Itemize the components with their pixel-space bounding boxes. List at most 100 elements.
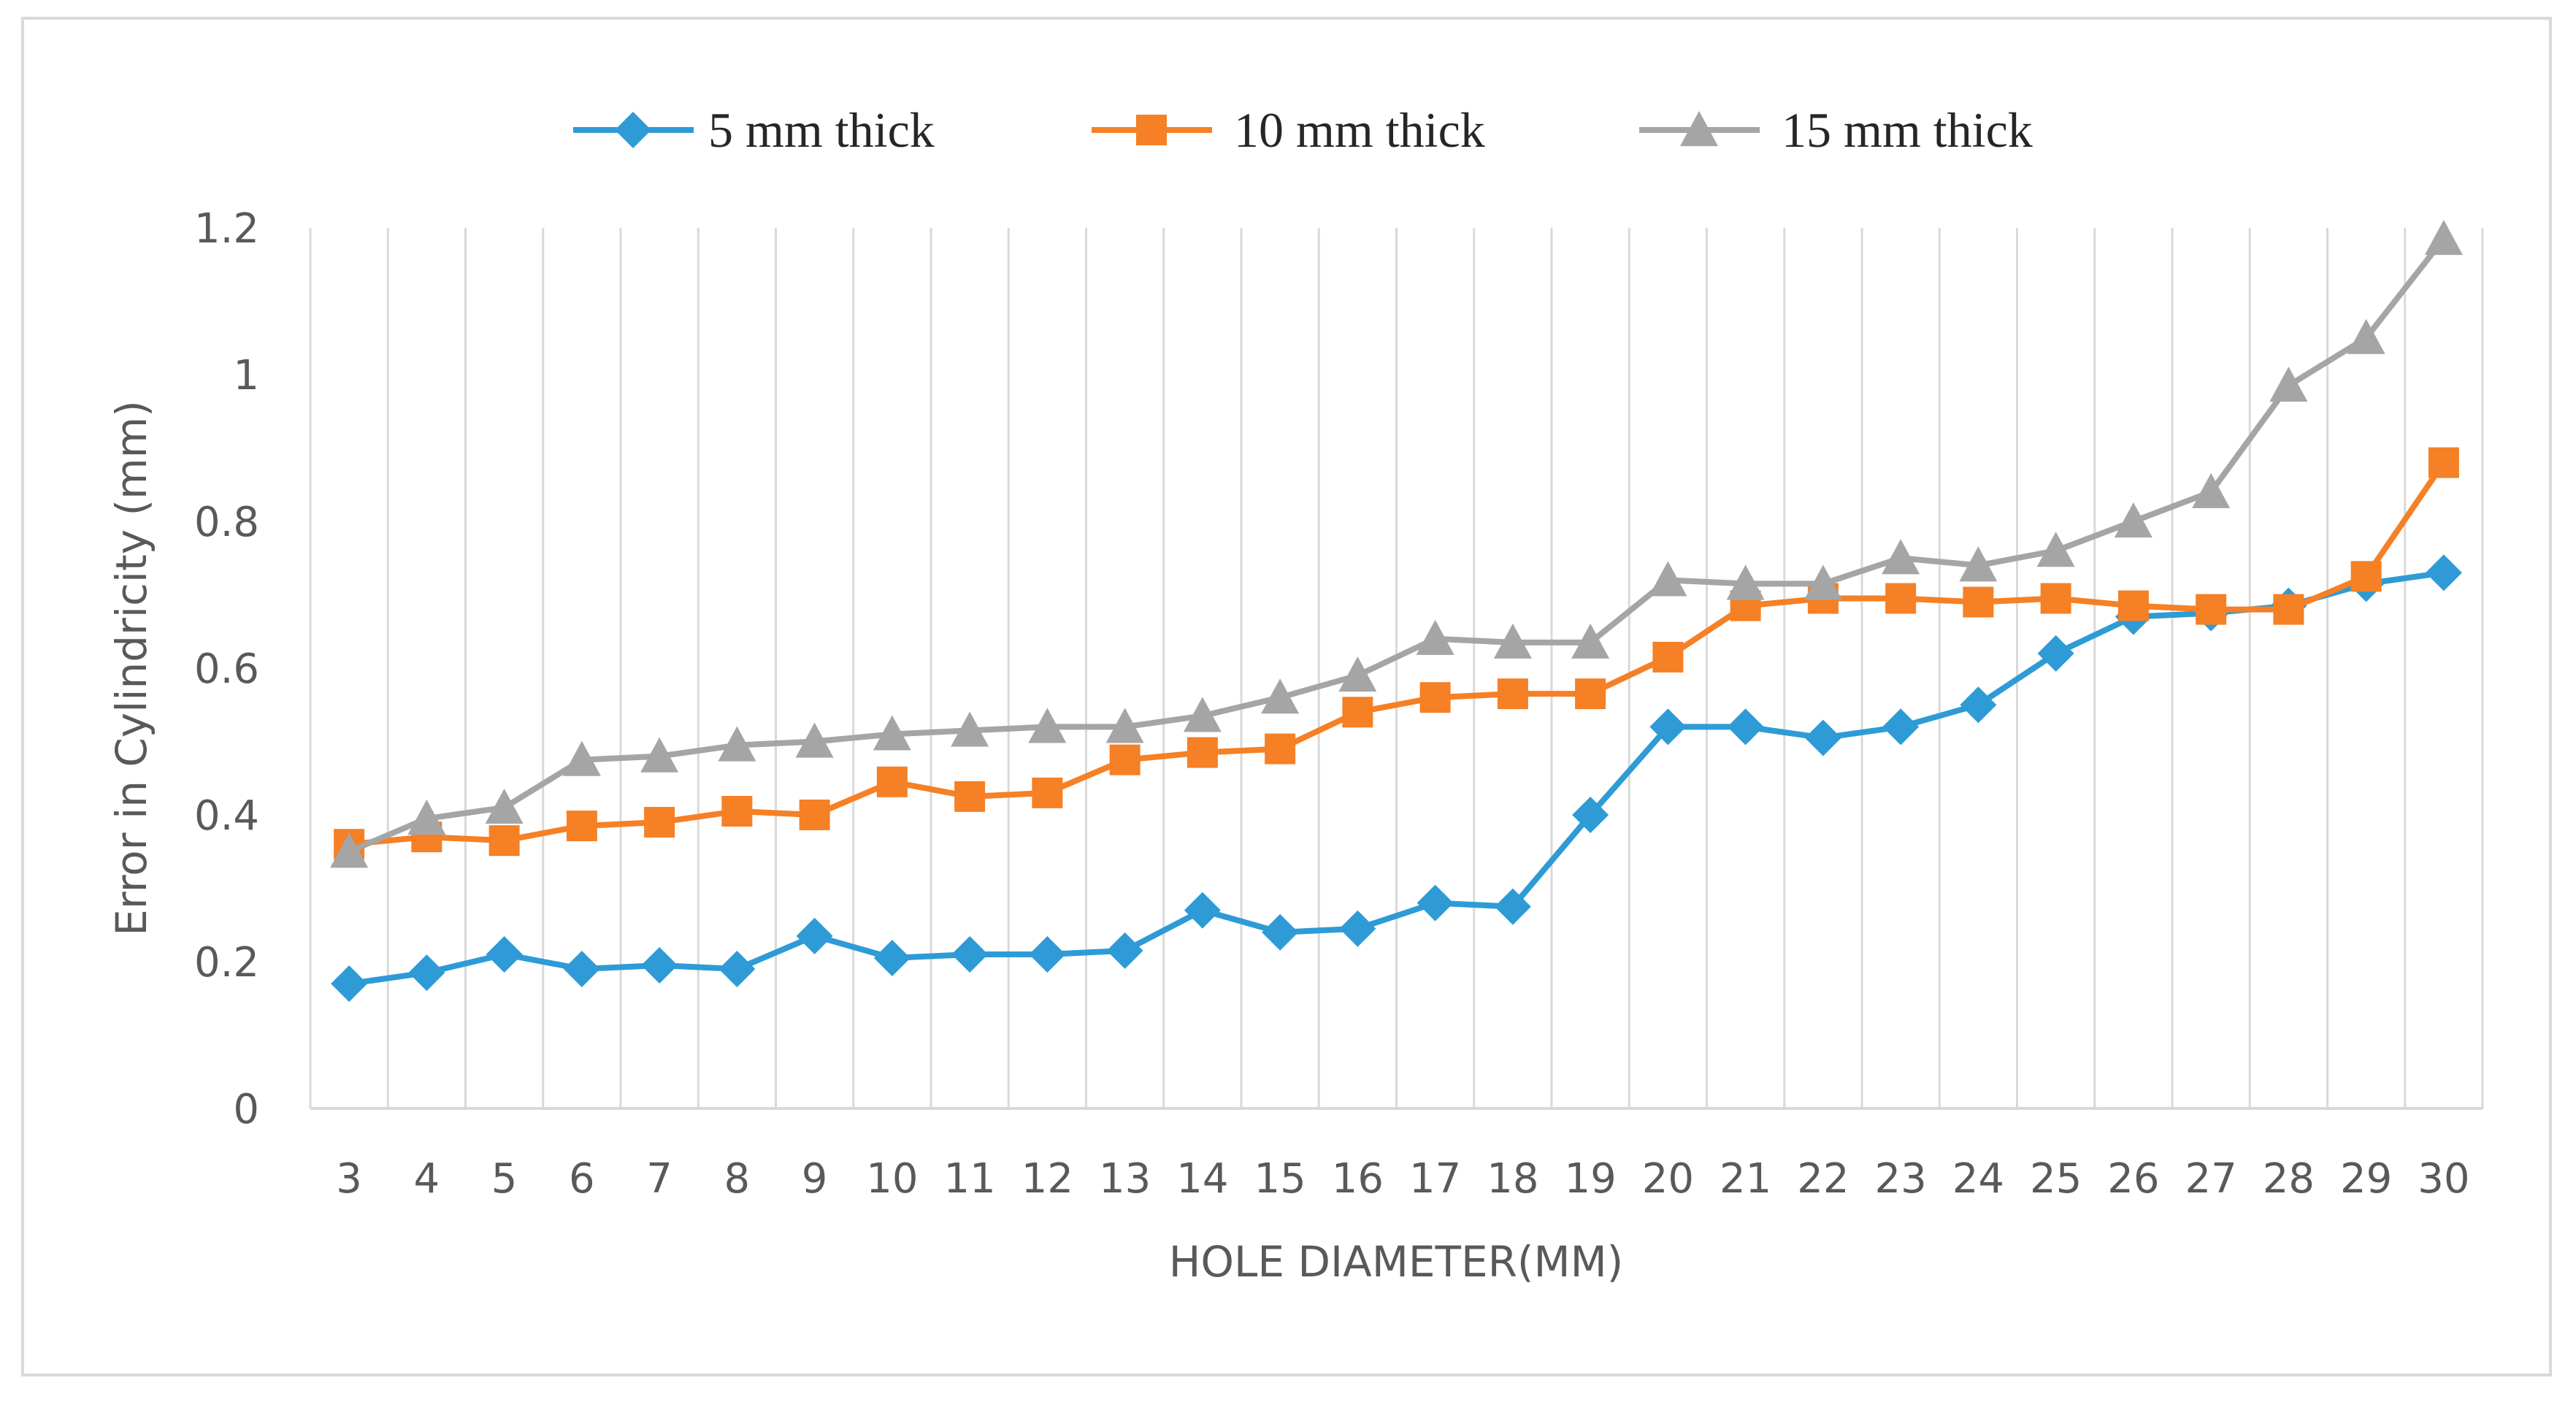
x-tick-label: 28 — [2263, 1155, 2315, 1203]
x-tick-label: 30 — [2418, 1155, 2469, 1203]
data-point — [488, 825, 520, 857]
data-point — [876, 766, 908, 797]
data-point — [330, 832, 369, 868]
data-point — [951, 935, 989, 973]
data-point — [795, 722, 834, 758]
data-point — [1652, 641, 1684, 673]
data-point — [563, 951, 600, 988]
series-line — [348, 570, 2445, 987]
data-point — [951, 711, 989, 747]
y-tick-label: 0 — [233, 1086, 259, 1133]
x-tick-label: 9 — [802, 1155, 828, 1203]
series-triangle — [330, 220, 2463, 868]
y-axis-title: Error in Cylindricity (mm) — [107, 400, 156, 935]
data-point — [566, 811, 597, 842]
x-tick-label: 14 — [1176, 1155, 1228, 1203]
data-point — [721, 795, 753, 827]
data-point — [718, 951, 756, 988]
data-point — [1959, 546, 1998, 582]
x-tick-label: 16 — [1332, 1155, 1384, 1203]
data-point — [2273, 594, 2304, 625]
legend-label: 5 mm thick — [708, 102, 935, 158]
data-point — [718, 726, 756, 762]
data-point — [873, 715, 911, 751]
legend-label: 10 mm thick — [1234, 102, 1485, 158]
x-tick-label: 27 — [2185, 1155, 2236, 1203]
data-point — [796, 917, 833, 954]
data-point — [2114, 502, 2153, 538]
y-tick-label: 0.8 — [194, 499, 259, 546]
data-point — [1575, 678, 1606, 710]
x-tick-label: 8 — [724, 1155, 751, 1203]
x-tick-label: 19 — [1564, 1155, 1616, 1203]
data-point — [2196, 594, 2227, 625]
data-point — [641, 947, 678, 984]
data-point — [644, 807, 675, 838]
y-tick-label: 1 — [233, 352, 259, 399]
y-tick-label: 1.2 — [194, 205, 259, 253]
x-tick-label: 20 — [1642, 1155, 1694, 1203]
data-point — [408, 954, 445, 992]
x-tick-label: 12 — [1021, 1155, 1073, 1203]
data-point — [2425, 554, 2462, 591]
data-point — [1262, 913, 1299, 951]
data-point — [1803, 564, 1842, 600]
y-axis-ticks: 0 0.2 0.4 0.6 0.8 1 1.2 — [194, 205, 259, 1133]
data-point — [1885, 583, 1917, 614]
data-point — [799, 800, 830, 830]
data-point — [954, 781, 986, 812]
legend-marker — [1136, 115, 1167, 145]
y-tick-label: 0.6 — [194, 646, 259, 693]
x-tick-label: 26 — [2107, 1155, 2159, 1203]
data-point — [1183, 697, 1222, 732]
data-point — [1960, 686, 1997, 724]
data-point — [2428, 447, 2459, 478]
y-tick-label: 0.4 — [194, 792, 259, 840]
data-point — [2036, 532, 2075, 567]
x-tick-label: 23 — [1874, 1155, 1926, 1203]
y-tick-label: 0.2 — [194, 939, 259, 987]
data-point — [2192, 472, 2231, 508]
x-tick-label: 18 — [1487, 1155, 1538, 1203]
data-point — [1649, 708, 1687, 746]
x-tick-label: 29 — [2340, 1155, 2392, 1203]
data-point — [1726, 564, 1765, 600]
data-point — [1187, 737, 1218, 768]
x-tick-label: 11 — [943, 1155, 995, 1203]
series-square — [334, 447, 2459, 860]
series-line — [348, 461, 2447, 848]
data-point — [1184, 892, 1221, 929]
data-point — [1339, 910, 1376, 947]
x-tick-label: 4 — [414, 1155, 440, 1203]
data-point — [1106, 932, 1143, 969]
data-point — [1338, 656, 1377, 692]
legend-item: 10 mm thick — [1092, 102, 1485, 158]
x-tick-label: 13 — [1099, 1155, 1151, 1203]
x-tick-label: 15 — [1254, 1155, 1306, 1203]
data-point — [1804, 719, 1841, 756]
legend: 5 mm thick 10 mm thick 15 mm thick — [573, 102, 2033, 158]
data-point — [1261, 678, 1300, 714]
x-tick-label: 22 — [1797, 1155, 1849, 1203]
data-point — [1105, 708, 1144, 743]
x-axis-title: HOLE DIAMETER(MM) — [1169, 1237, 1624, 1287]
x-tick-label: 25 — [2030, 1155, 2082, 1203]
data-point — [486, 935, 523, 973]
series-layer — [330, 220, 2463, 1003]
data-point — [407, 800, 446, 835]
data-point — [2350, 561, 2382, 592]
data-point — [331, 965, 368, 1003]
data-point — [1029, 935, 1066, 973]
x-tick-label: 3 — [336, 1155, 362, 1203]
data-point — [1727, 708, 1764, 746]
data-point — [640, 737, 679, 773]
data-point — [1417, 884, 1454, 922]
data-point — [2347, 318, 2385, 354]
data-point — [2269, 367, 2308, 402]
data-point — [2040, 583, 2071, 614]
data-point — [1493, 623, 1532, 659]
x-tick-label: 21 — [1720, 1155, 1771, 1203]
series-line — [348, 237, 2447, 854]
data-point — [1963, 586, 1994, 618]
